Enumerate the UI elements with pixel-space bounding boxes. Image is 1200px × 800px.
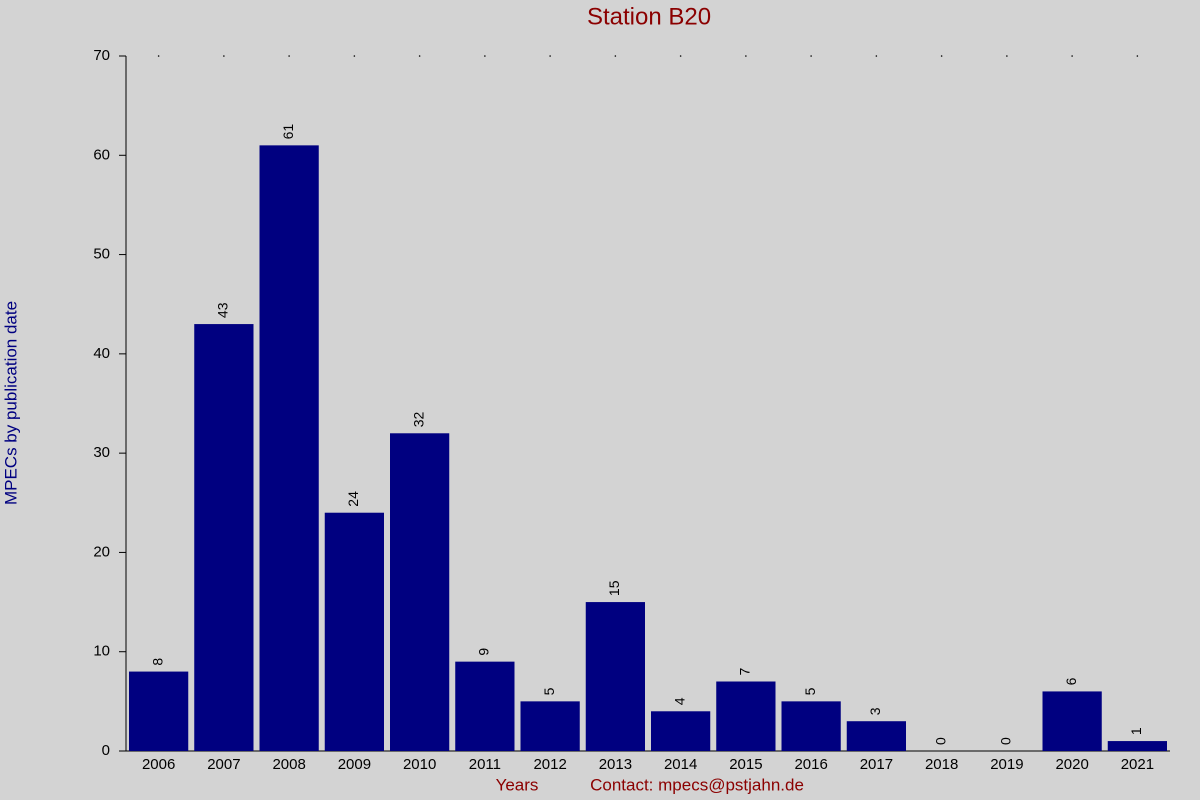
x-tick-label: 2013 (599, 756, 632, 773)
x-tick-label: 2015 (729, 756, 762, 773)
x-tick-label: 2008 (272, 756, 305, 773)
bar (520, 701, 580, 751)
top-dot (288, 55, 290, 57)
annotation: Contact: mpecs@pstjahn.de (590, 775, 804, 794)
bar (324, 512, 384, 751)
bar (716, 681, 776, 751)
data-label: 1 (1128, 727, 1144, 735)
chart-title: Station B20 (587, 3, 711, 30)
y-tick-label: 70 (93, 47, 110, 64)
top-dot (353, 55, 356, 57)
top-dot (157, 55, 160, 57)
top-dot (810, 55, 812, 57)
y-tick-label: 0 (102, 742, 110, 759)
top-dot (875, 55, 878, 57)
top-dot (940, 55, 943, 57)
x-tick-label: 2020 (1055, 756, 1088, 773)
data-label: 0 (998, 737, 1014, 745)
data-label: 61 (280, 124, 296, 140)
data-label: 6 (1063, 677, 1079, 685)
x-tick-label: 2018 (925, 756, 958, 773)
x-tick-label: 2014 (664, 756, 697, 773)
data-label: 4 (671, 697, 687, 705)
x-tick-label: 2007 (207, 756, 240, 773)
top-dot (223, 55, 225, 57)
y-tick-label: 30 (93, 444, 110, 461)
bar (1107, 741, 1167, 751)
x-tick-label: 2009 (338, 756, 371, 773)
top-dot (549, 55, 551, 57)
top-dot (1006, 55, 1008, 57)
y-tick-label: 10 (93, 643, 110, 660)
y-tick-label: 50 (93, 246, 110, 263)
x-tick-label: 2006 (142, 756, 175, 773)
data-label: 15 (606, 580, 622, 596)
bar (781, 701, 841, 751)
data-label: 5 (541, 687, 557, 695)
bar (846, 721, 906, 751)
bar (390, 433, 450, 751)
data-label: 0 (932, 737, 948, 745)
top-dot (1071, 55, 1073, 57)
data-label: 24 (345, 491, 361, 507)
x-tick-label: 2021 (1121, 756, 1154, 773)
y-tick-label: 20 (93, 543, 110, 560)
y-tick-label: 40 (93, 345, 110, 362)
x-tick-label: 2016 (794, 756, 827, 773)
x-axis-label: Years (496, 775, 539, 794)
data-label: 3 (867, 707, 883, 715)
data-label: 5 (802, 687, 818, 695)
top-dot (679, 55, 682, 57)
top-dot (484, 55, 486, 57)
top-dot (418, 55, 421, 57)
bar (651, 711, 711, 751)
y-tick-label: 60 (93, 146, 110, 163)
y-axis-label: MPECs by publication date (1, 301, 20, 505)
x-tick-label: 2019 (990, 756, 1023, 773)
bar (194, 324, 254, 751)
bar (259, 145, 319, 751)
x-tick-label: 2011 (469, 756, 501, 773)
top-dot (1136, 55, 1139, 57)
x-tick-label: 2010 (403, 756, 436, 773)
bar (1042, 691, 1102, 751)
top-dot (745, 55, 747, 57)
bar (455, 661, 515, 751)
x-tick-label: 2012 (533, 756, 566, 773)
data-label: 43 (215, 302, 231, 318)
bar (585, 602, 645, 751)
data-label: 7 (737, 668, 753, 676)
data-label: 9 (476, 648, 492, 656)
x-tick-label: 2017 (860, 756, 893, 773)
data-label: 32 (410, 411, 426, 427)
top-dot (614, 55, 617, 57)
bar (129, 671, 189, 751)
data-label: 8 (149, 658, 165, 666)
